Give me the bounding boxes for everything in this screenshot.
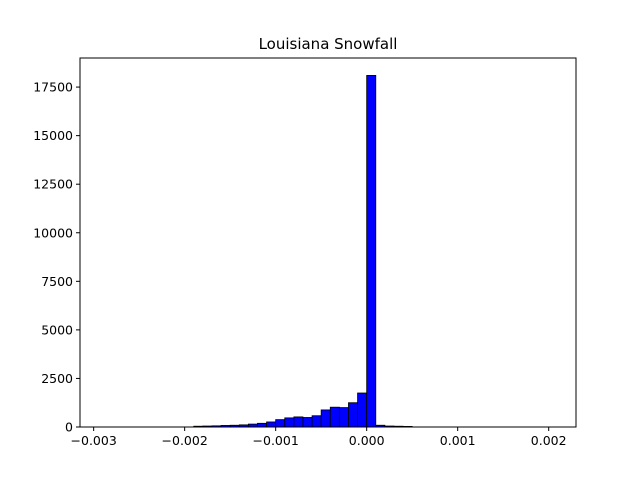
histogram-bar [329,406,340,428]
histogram-bar [311,415,322,428]
y-tick-label: 2500 [41,371,73,386]
histogram-bar [348,402,358,428]
y-tick-label: 10000 [33,225,73,240]
histogram-bar [366,75,377,428]
x-tick-label: 0.002 [531,433,567,448]
x-tick-label: −0.001 [253,433,299,448]
x-tick-label: 0.000 [349,433,385,448]
histogram-bar [284,417,295,428]
histogram-bar [338,407,349,428]
y-tick-label: 15000 [33,128,73,143]
histogram-bar [320,409,331,428]
y-tick-label: 0 [65,420,73,435]
y-axis: 0 2500 5000 7500 10000 12500 15000 17500 [33,80,80,435]
y-tick-label: 7500 [41,274,73,289]
histogram-bar [357,392,368,428]
chart-title: Louisiana Snowfall [259,35,398,53]
histogram-bar [293,416,304,428]
x-tick-label: −0.002 [162,433,208,448]
x-axis: −0.003 −0.002 −0.001 0.000 0.001 0.002 [71,427,567,448]
histogram-bar [266,421,277,428]
plot-area-frame [79,57,577,428]
y-tick-label: 5000 [41,322,73,337]
x-tick-label: −0.003 [71,433,117,448]
y-tick-label: 12500 [33,177,73,192]
histogram-bar [257,422,267,428]
y-tick-label: 17500 [33,80,73,95]
x-tick-label: 0.001 [440,433,476,448]
bars-layer [193,75,413,428]
histogram-bar [275,419,286,428]
histogram-bar [302,417,313,428]
